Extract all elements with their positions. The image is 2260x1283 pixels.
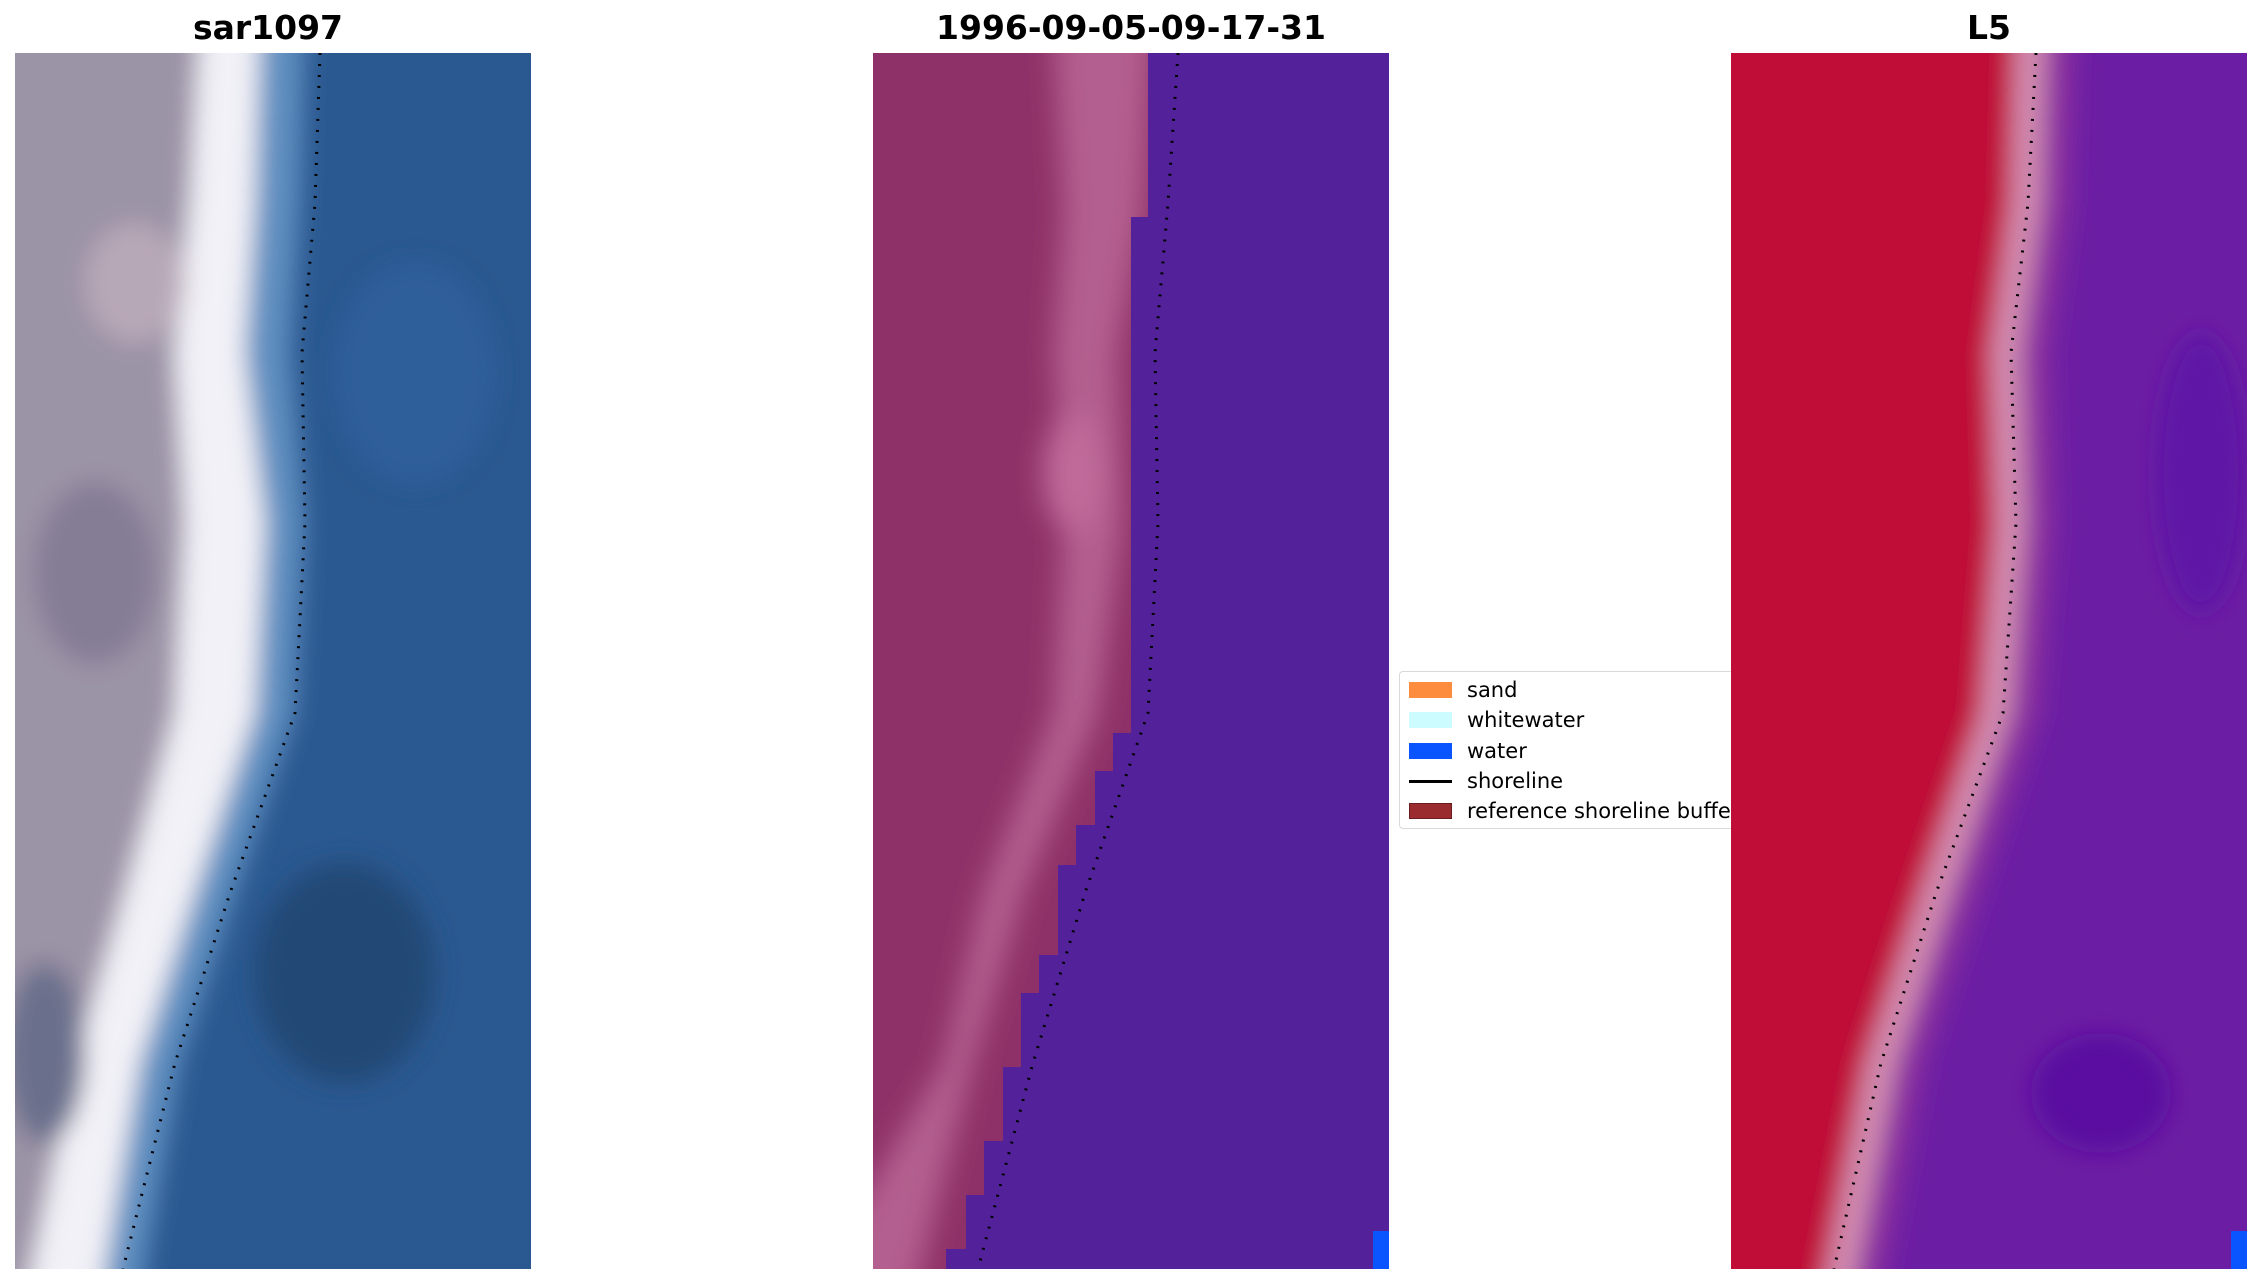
panel-title-center: 1996-09-05-09-17-31 bbox=[936, 8, 1326, 47]
sar-land-highlight bbox=[85, 223, 185, 343]
index-water-dark-patch bbox=[2031, 1033, 2171, 1153]
index-transition-band bbox=[1826, 53, 2046, 1269]
panel-title-right: L5 bbox=[1967, 8, 2011, 47]
sar-swash-zone bbox=[105, 53, 305, 1269]
sar-whitewater-band bbox=[31, 53, 265, 1269]
classified-water-pixel bbox=[1373, 1231, 1389, 1269]
rgb-satellite-image bbox=[15, 53, 531, 1269]
index-water-pixel bbox=[2231, 1231, 2247, 1269]
classified-water-area bbox=[946, 53, 1389, 1269]
legend-item-shoreline: shoreline bbox=[1409, 766, 1563, 796]
classified-beach-highlight bbox=[1043, 413, 1103, 533]
shoreline-dotted bbox=[121, 53, 322, 1269]
legend-label: whitewater bbox=[1467, 708, 1585, 732]
classified-beach-band bbox=[873, 53, 1152, 1269]
sar-land-shadow bbox=[15, 963, 85, 1143]
reference-buffer-swatch bbox=[1409, 803, 1452, 819]
sand-swatch bbox=[1409, 682, 1452, 698]
legend-item-whitewater: whitewater bbox=[1409, 705, 1584, 735]
sar-land-shadow bbox=[35, 483, 155, 663]
sar-water-light-patch bbox=[335, 263, 495, 483]
shoreline-line-icon bbox=[1409, 779, 1452, 783]
water-index-image bbox=[1731, 53, 2247, 1269]
legend: sand whitewater water shoreline referenc… bbox=[1399, 671, 1736, 829]
index-near-shore-water bbox=[1856, 53, 2076, 1269]
legend-item-water: water bbox=[1409, 736, 1527, 766]
shoreline-dotted bbox=[1832, 53, 2038, 1269]
classified-image bbox=[873, 53, 1389, 1269]
legend-item-reference-shoreline-buffer: reference shoreline buffer bbox=[1409, 796, 1736, 826]
index-land-area bbox=[1731, 53, 2016, 1269]
legend-label: sand bbox=[1467, 678, 1518, 702]
index-water-dark-patch bbox=[2156, 333, 2246, 613]
legend-label: shoreline bbox=[1467, 769, 1564, 793]
panel-title-left: sar1097 bbox=[192, 8, 344, 47]
legend-label: reference shoreline buffer bbox=[1467, 799, 1736, 823]
water-swatch bbox=[1409, 743, 1452, 759]
whitewater-swatch bbox=[1409, 712, 1452, 728]
legend-label: water bbox=[1467, 739, 1527, 763]
sar-water-dark-patch bbox=[255, 863, 435, 1083]
legend-item-sand: sand bbox=[1409, 675, 1517, 705]
